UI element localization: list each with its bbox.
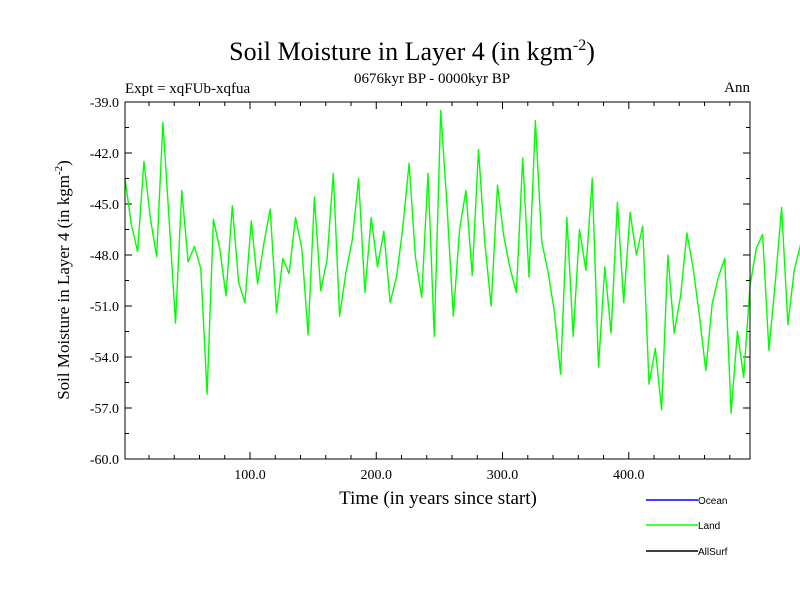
legend-label-allsurf: AllSurf xyxy=(698,547,728,558)
y-tick-label: -48.0 xyxy=(90,249,119,264)
x-tick-label: 400.0 xyxy=(613,468,645,483)
y-axis-title-superscript: -2 xyxy=(53,166,65,175)
y-tick-label: -60.0 xyxy=(90,453,119,468)
y-tick-label: -51.0 xyxy=(90,300,119,315)
y-tick-label: -54.0 xyxy=(90,351,119,366)
y-axis-title-close: ) xyxy=(54,160,73,166)
y-axis-title-main: Soil Moisture in Layer 4 (in kgm xyxy=(54,175,73,400)
y-tick-label: -42.0 xyxy=(90,147,119,162)
x-tick-label: 200.0 xyxy=(361,468,393,483)
chart-title-superscript: -2 xyxy=(573,37,586,54)
subtitle: 0676kyr BP - 0000kyr BP xyxy=(354,71,510,87)
y-tick-label: -57.0 xyxy=(90,402,119,417)
tick-labels: -39.0 -42.0 -45.0 -48.0 -51.0 -54.0 -57.0 -60.0… xyxy=(90,96,645,483)
y-axis-title: Soil Moisture in Layer 4 (in kgm-2) xyxy=(53,160,73,400)
chart-title-main: Soil Moisture in Layer 4 (in kgm xyxy=(229,37,573,66)
chart-title-close: ) xyxy=(586,37,595,66)
x-tick-label: 300.0 xyxy=(487,468,519,483)
season-label: Ann xyxy=(724,80,750,96)
x-tick-label: 100.0 xyxy=(234,468,266,483)
legend-label-land: Land xyxy=(698,521,720,532)
y-tick-label: -39.0 xyxy=(90,96,119,111)
expt-label: Expt = xqFUb-xqfua xyxy=(125,81,250,97)
plot-frame xyxy=(124,101,751,460)
legend-label-ocean: Ocean xyxy=(698,496,727,507)
legend: Ocean Land AllSurf xyxy=(646,496,728,558)
land-series-line xyxy=(124,109,800,414)
x-axis-title: Time (in years since start) xyxy=(339,488,537,509)
chart-title: Soil Moisture in Layer 4 (in kgm-2) xyxy=(229,37,595,66)
axis-ticks xyxy=(125,101,750,460)
y-tick-label: -45.0 xyxy=(90,198,119,213)
